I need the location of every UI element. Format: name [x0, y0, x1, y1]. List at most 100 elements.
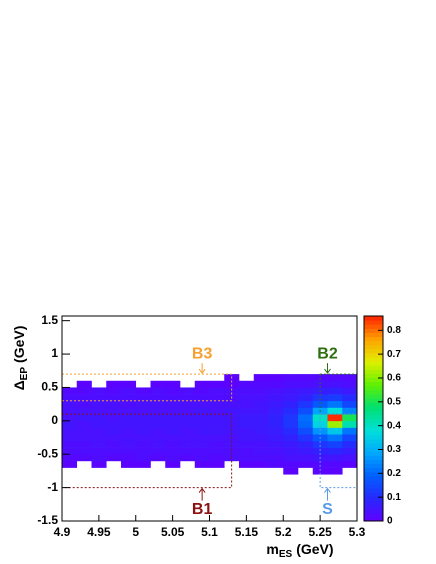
heatmap-cell [194, 427, 210, 435]
heatmap-cell [312, 440, 328, 448]
heatmap-cell [239, 380, 255, 388]
colorbar-tick-label: 0 [387, 516, 393, 527]
heatmap-cell [327, 400, 343, 408]
colorbar-step [364, 443, 383, 448]
x-tick-label: 5.3 [349, 525, 366, 539]
heatmap-cell [298, 374, 314, 382]
heatmap-cell [312, 420, 328, 428]
heatmap-cell [165, 400, 181, 408]
colorbar-step [364, 316, 383, 321]
heatmap-cell [283, 427, 299, 435]
region-arrowhead [324, 368, 331, 374]
heatmap-cell [327, 440, 343, 448]
heatmap-cell [253, 387, 269, 395]
colorbar-tick-label: 0.8 [387, 325, 401, 336]
colorbar-frame [363, 315, 384, 522]
heatmap-cell [194, 460, 210, 468]
heatmap-cell [180, 387, 196, 395]
heatmap-cell [268, 407, 284, 415]
heatmap-cell [298, 380, 314, 388]
heatmap-cell [165, 427, 181, 435]
heatmap-cell [150, 434, 166, 442]
heatmap-cell [62, 440, 78, 448]
heatmap-cell [62, 447, 78, 455]
heatmap-cell [135, 407, 151, 415]
heatmap-cell [121, 434, 137, 442]
heatmap-cell [150, 380, 166, 388]
x-tick-label: 4.9 [54, 525, 71, 539]
heatmap-cell [327, 374, 343, 382]
heatmap-cell [150, 420, 166, 428]
heatmap-cell [298, 407, 314, 415]
heatmap-cell [239, 454, 255, 462]
region-arrowhead [198, 487, 206, 493]
heatmap-cell [91, 387, 107, 395]
colorbar-step [364, 504, 383, 510]
heatmap-cell [165, 380, 181, 388]
heatmap-cell [268, 440, 284, 448]
heatmap-cell [91, 460, 107, 468]
heatmap-cell [180, 420, 196, 428]
y-tick-label: -1.5 [37, 513, 58, 527]
colorbar-step [364, 480, 383, 485]
colorbar-step [364, 516, 383, 522]
heatmap-cell [194, 407, 210, 415]
heatmap-cell [135, 420, 151, 428]
heatmap-cell [165, 407, 181, 415]
heatmap-cell [342, 454, 358, 462]
heatmap-cell [224, 387, 240, 395]
heatmap-cell [268, 460, 284, 468]
heatmap-cell [209, 440, 225, 448]
heatmap-cell [106, 440, 122, 448]
heatmap-cell [91, 440, 107, 448]
heatmap-cell [298, 420, 314, 428]
colorbar-step [364, 328, 383, 333]
heatmap-cell [121, 420, 137, 428]
heatmap-cell [239, 414, 255, 422]
heatmap-cell [76, 414, 92, 422]
heatmap-cell [209, 414, 225, 422]
heatmap-cell [253, 400, 269, 408]
heatmap-cell [62, 400, 78, 408]
heatmap-cell [106, 387, 122, 395]
heatmap-cell [312, 380, 328, 388]
y-label-unit: (GeV) [11, 326, 27, 363]
heatmap-cell [209, 400, 225, 408]
heatmap-cell [194, 414, 210, 422]
region-label: B3 [192, 345, 213, 362]
colorbar-tick-label: 0.6 [387, 373, 401, 384]
heatmap-cell [106, 394, 122, 402]
heatmap-cell [91, 434, 107, 442]
heatmap-cell [327, 407, 343, 415]
heatmap-cell [312, 447, 328, 455]
heatmap-cell [135, 394, 151, 402]
heatmap-cell [150, 407, 166, 415]
x-label-unit: (GeV) [296, 541, 333, 557]
heatmap-cell [239, 394, 255, 402]
heatmap-cell [135, 387, 151, 395]
heatmap-cell [239, 434, 255, 442]
colorbar-step [364, 414, 383, 419]
heatmap-cell [150, 454, 166, 462]
colorbar-step [364, 484, 383, 489]
colorbar-step [364, 402, 383, 407]
colorbar-step [364, 324, 383, 329]
heatmap-cell [106, 434, 122, 442]
colorbar-step [364, 340, 383, 346]
heatmap-cell [209, 420, 225, 428]
heatmap-cell [283, 454, 299, 462]
heatmap-cell [209, 380, 225, 388]
colorbar-tick-label: 0.2 [387, 468, 401, 479]
heatmap-cell [239, 440, 255, 448]
heatmap-cell [194, 387, 210, 395]
heatmap-cell [327, 434, 343, 442]
x-tick-label: 5 [132, 525, 139, 539]
heatmap-cell [312, 467, 328, 475]
colorbar-step [364, 434, 383, 440]
heatmap-cell [253, 407, 269, 415]
heatmap-cell [165, 414, 181, 422]
heatmap-cell [165, 434, 181, 442]
heatmap-cell [283, 447, 299, 455]
heatmap-cell [283, 400, 299, 408]
heatmap-cell [253, 460, 269, 468]
